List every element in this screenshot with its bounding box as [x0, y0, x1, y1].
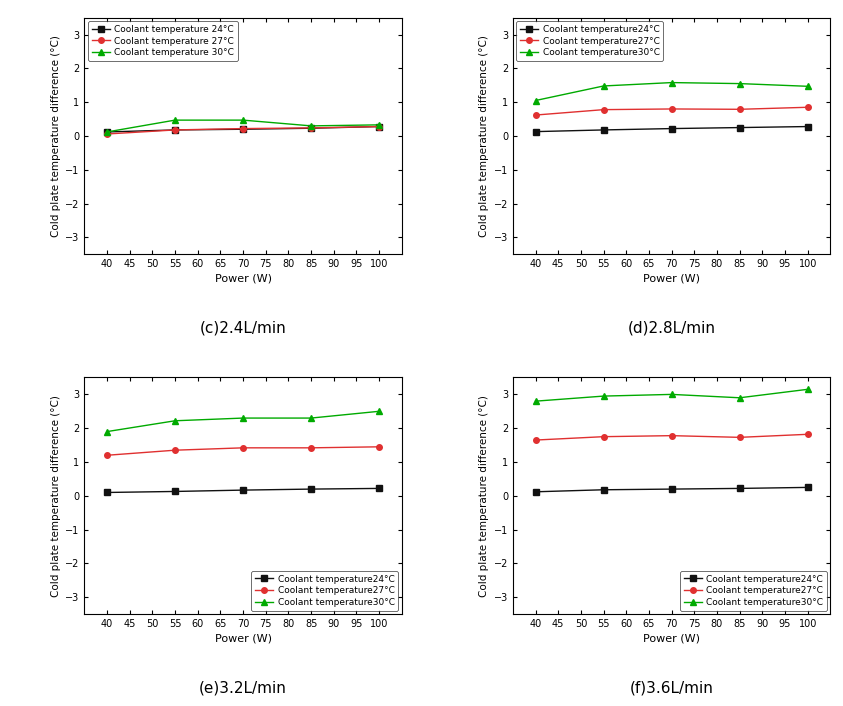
- Line: Coolant temperature27°C: Coolant temperature27°C: [533, 104, 810, 118]
- Coolant temperature24°C: [530, 127, 540, 136]
- Line: Coolant temperature24°C: Coolant temperature24°C: [105, 486, 382, 495]
- Coolant temperature 24°C: [306, 124, 316, 133]
- Coolant temperature 30°C: [374, 121, 384, 129]
- Coolant temperature24°C: [530, 488, 540, 496]
- Line: Coolant temperature27°C: Coolant temperature27°C: [533, 431, 810, 443]
- Y-axis label: Cold plate temperature difference (°C): Cold plate temperature difference (°C): [51, 395, 61, 597]
- Coolant temperature30°C: [803, 82, 813, 90]
- Coolant temperature24°C: [599, 486, 609, 494]
- Line: Coolant temperature30°C: Coolant temperature30°C: [533, 80, 810, 103]
- Coolant temperature27°C: [667, 104, 677, 113]
- Coolant temperature30°C: [599, 82, 609, 90]
- Coolant temperature 24°C: [374, 122, 384, 131]
- Coolant temperature 27°C: [102, 130, 112, 138]
- X-axis label: Power (W): Power (W): [214, 273, 271, 283]
- X-axis label: Power (W): Power (W): [214, 633, 271, 643]
- Coolant temperature27°C: [667, 431, 677, 440]
- Coolant temperature27°C: [306, 443, 316, 452]
- Coolant temperature30°C: [530, 397, 540, 405]
- Line: Coolant temperature 30°C: Coolant temperature 30°C: [105, 117, 382, 135]
- Coolant temperature30°C: [667, 78, 677, 87]
- Coolant temperature 30°C: [306, 121, 316, 130]
- Coolant temperature27°C: [102, 451, 112, 460]
- Coolant temperature30°C: [102, 427, 112, 436]
- Coolant temperature30°C: [667, 390, 677, 399]
- Line: Coolant temperature 27°C: Coolant temperature 27°C: [105, 124, 382, 137]
- Coolant temperature 27°C: [170, 126, 180, 134]
- Line: Coolant temperature24°C: Coolant temperature24°C: [533, 124, 810, 134]
- Coolant temperature27°C: [803, 103, 813, 112]
- Legend: Coolant temperature 24°C, Coolant temperature 27°C, Coolant temperature 30°C: Coolant temperature 24°C, Coolant temper…: [88, 21, 238, 61]
- Line: Coolant temperature30°C: Coolant temperature30°C: [105, 409, 382, 434]
- Text: (c)2.4L/min: (c)2.4L/min: [200, 321, 287, 335]
- X-axis label: Power (W): Power (W): [643, 633, 701, 643]
- Coolant temperature27°C: [803, 430, 813, 438]
- Coolant temperature24°C: [599, 126, 609, 134]
- Coolant temperature30°C: [374, 407, 384, 416]
- Text: (e)3.2L/min: (e)3.2L/min: [199, 681, 287, 695]
- Coolant temperature 24°C: [238, 125, 248, 133]
- Text: (d)2.8L/min: (d)2.8L/min: [628, 321, 716, 335]
- Coolant temperature 30°C: [238, 116, 248, 124]
- Coolant temperature24°C: [803, 122, 813, 131]
- Coolant temperature30°C: [599, 392, 609, 400]
- Coolant temperature30°C: [170, 417, 180, 425]
- Coolant temperature24°C: [306, 485, 316, 493]
- Coolant temperature27°C: [599, 105, 609, 114]
- Coolant temperature30°C: [734, 393, 744, 402]
- Coolant temperature30°C: [803, 385, 813, 393]
- Legend: Coolant temperature24°C, Coolant temperature27°C, Coolant temperature30°C: Coolant temperature24°C, Coolant tempera…: [680, 571, 827, 611]
- Y-axis label: Cold plate temperature difference (°C): Cold plate temperature difference (°C): [480, 395, 490, 597]
- Coolant temperature24°C: [803, 483, 813, 491]
- Coolant temperature24°C: [170, 487, 180, 496]
- Legend: Coolant temperature24°C, Coolant temperature27°C, Coolant temperature30°C: Coolant temperature24°C, Coolant tempera…: [517, 21, 663, 61]
- Coolant temperature24°C: [102, 489, 112, 497]
- Legend: Coolant temperature24°C, Coolant temperature27°C, Coolant temperature30°C: Coolant temperature24°C, Coolant tempera…: [251, 571, 398, 611]
- Coolant temperature27°C: [238, 443, 248, 452]
- Coolant temperature30°C: [530, 96, 540, 104]
- Line: Coolant temperature27°C: Coolant temperature27°C: [105, 444, 382, 458]
- Coolant temperature24°C: [374, 484, 384, 493]
- Coolant temperature27°C: [734, 105, 744, 114]
- X-axis label: Power (W): Power (W): [643, 273, 701, 283]
- Coolant temperature27°C: [599, 433, 609, 441]
- Coolant temperature27°C: [170, 446, 180, 455]
- Coolant temperature27°C: [734, 433, 744, 441]
- Text: (f)3.6L/min: (f)3.6L/min: [630, 681, 713, 695]
- Coolant temperature 30°C: [170, 116, 180, 124]
- Coolant temperature 27°C: [238, 124, 248, 133]
- Line: Coolant temperature30°C: Coolant temperature30°C: [533, 387, 810, 404]
- Coolant temperature24°C: [667, 485, 677, 493]
- Coolant temperature30°C: [238, 414, 248, 422]
- Coolant temperature30°C: [734, 79, 744, 88]
- Coolant temperature27°C: [530, 436, 540, 444]
- Coolant temperature24°C: [667, 124, 677, 133]
- Coolant temperature24°C: [734, 124, 744, 132]
- Coolant temperature 27°C: [374, 122, 384, 131]
- Coolant temperature24°C: [734, 484, 744, 493]
- Coolant temperature27°C: [374, 443, 384, 451]
- Coolant temperature 24°C: [102, 128, 112, 136]
- Y-axis label: Cold plate temperature difference (°C): Cold plate temperature difference (°C): [480, 35, 490, 237]
- Line: Coolant temperature 24°C: Coolant temperature 24°C: [105, 124, 382, 135]
- Coolant temperature24°C: [238, 486, 248, 494]
- Coolant temperature 27°C: [306, 124, 316, 132]
- Coolant temperature27°C: [530, 111, 540, 119]
- Line: Coolant temperature24°C: Coolant temperature24°C: [533, 484, 810, 495]
- Coolant temperature 30°C: [102, 128, 112, 136]
- Y-axis label: Cold plate temperature difference (°C): Cold plate temperature difference (°C): [51, 35, 61, 237]
- Coolant temperature30°C: [306, 414, 316, 422]
- Coolant temperature 24°C: [170, 126, 180, 134]
